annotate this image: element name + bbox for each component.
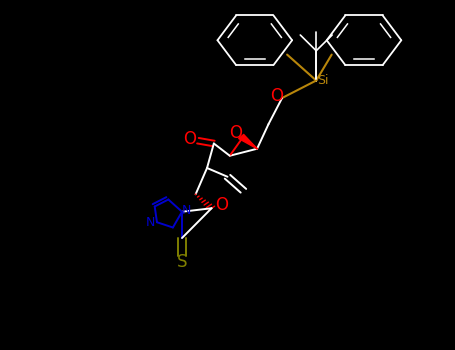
Text: O: O	[215, 196, 228, 214]
Text: O: O	[183, 130, 196, 148]
Text: Si: Si	[317, 74, 329, 87]
Text: N: N	[182, 203, 191, 217]
Text: O: O	[229, 124, 242, 142]
Polygon shape	[238, 134, 257, 149]
Text: N: N	[146, 216, 155, 229]
Text: S: S	[177, 253, 187, 271]
Text: O: O	[270, 87, 283, 105]
